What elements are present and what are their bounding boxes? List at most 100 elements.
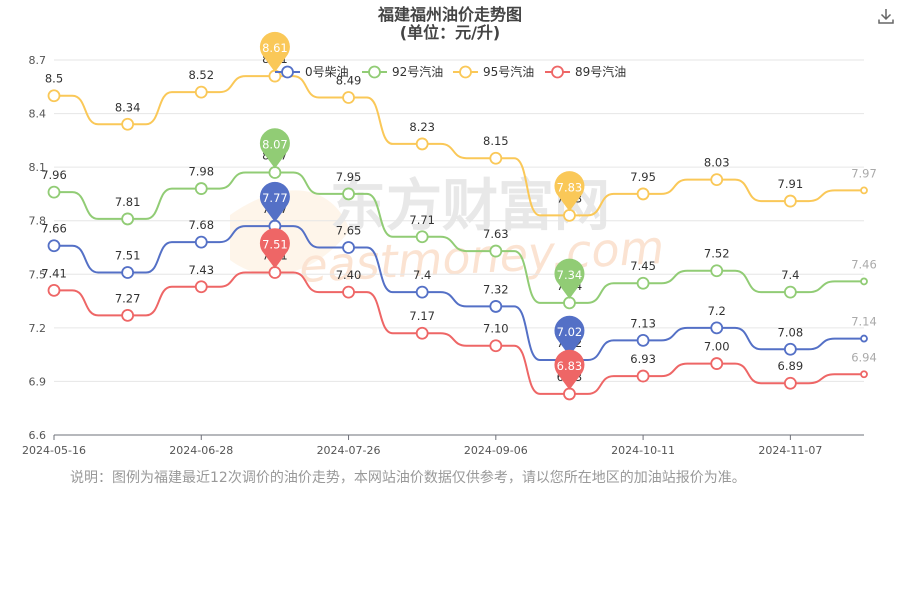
- data-label: 7.52: [704, 247, 730, 261]
- data-label: 7.13: [630, 316, 656, 330]
- pin-shape: [259, 128, 290, 169]
- data-point[interactable]: [636, 276, 650, 290]
- x-tick-label: 2024-10-11: [611, 444, 675, 457]
- data-point[interactable]: [489, 339, 503, 353]
- legend-item-1[interactable]: 92号汽油: [362, 64, 443, 79]
- y-tick-label: 6.6: [29, 429, 47, 442]
- data-label: 7.71: [409, 213, 435, 227]
- data-label: 7.51: [115, 249, 141, 263]
- data-point[interactable]: [342, 241, 355, 254]
- data-point[interactable]: [342, 285, 355, 299]
- pin-label: 8.07: [262, 138, 288, 152]
- data-point[interactable]: [47, 239, 61, 253]
- x-tick-label: 2024-05-16: [22, 444, 86, 457]
- data-point[interactable]: [860, 334, 868, 343]
- data-label: 7.95: [630, 170, 656, 184]
- data-label: 6.93: [630, 352, 656, 366]
- data-point[interactable]: [860, 277, 868, 286]
- pin-shape: [554, 258, 585, 299]
- legend[interactable]: 0号柴油 92号汽油 95号汽油 89号汽油: [275, 64, 626, 79]
- data-point[interactable]: [121, 117, 135, 131]
- series-line-3: [54, 271, 864, 395]
- series-lines: [54, 75, 864, 395]
- data-point[interactable]: [783, 376, 797, 390]
- data-point[interactable]: [489, 300, 503, 313]
- data-label: 7.4: [781, 268, 799, 282]
- x-tick-label: 2024-06-28: [169, 444, 233, 457]
- chart-subtitle: (单位：元/升): [400, 23, 500, 42]
- legend-item-3[interactable]: 89号汽油: [545, 64, 626, 79]
- data-point[interactable]: [47, 89, 61, 103]
- data-point[interactable]: [710, 173, 724, 187]
- data-point[interactable]: [415, 230, 429, 244]
- data-point[interactable]: [783, 342, 797, 356]
- data-point[interactable]: [636, 369, 650, 383]
- data-point[interactable]: [860, 186, 868, 195]
- legend-label: 89号汽油: [575, 64, 626, 79]
- data-point[interactable]: [268, 266, 282, 279]
- extreme-pin: 8.07: [259, 128, 290, 169]
- pin-label: 7.51: [262, 238, 288, 252]
- watermark-logo: [230, 190, 350, 275]
- legend-item-2[interactable]: 95号汽油: [453, 64, 534, 79]
- legend-item-0[interactable]: 0号柴油: [275, 65, 349, 79]
- data-point[interactable]: [121, 212, 135, 226]
- pin-shape: [554, 171, 585, 212]
- data-point[interactable]: [47, 283, 61, 297]
- data-point[interactable]: [710, 321, 724, 335]
- data-label: 7.00: [704, 340, 730, 354]
- legend-label: 0号柴油: [305, 65, 349, 79]
- extreme-pin: 7.51: [259, 228, 290, 269]
- data-point[interactable]: [563, 387, 576, 401]
- x-tick-label: 2024-11-07: [758, 444, 822, 457]
- data-point[interactable]: [342, 187, 355, 201]
- data-point[interactable]: [194, 85, 208, 99]
- data-point[interactable]: [194, 182, 208, 195]
- data-point[interactable]: [47, 185, 61, 199]
- data-point[interactable]: [489, 151, 503, 165]
- data-point[interactable]: [268, 166, 282, 179]
- data-point[interactable]: [121, 266, 135, 279]
- legend-marker: [551, 65, 564, 79]
- data-point[interactable]: [563, 296, 576, 310]
- data-point[interactable]: [563, 208, 576, 222]
- data-point[interactable]: [415, 285, 429, 299]
- y-tick-label: 8.1: [29, 161, 47, 174]
- chart-title: 福建福州油价走势图: [377, 5, 522, 24]
- data-point[interactable]: [783, 285, 797, 299]
- data-point[interactable]: [415, 326, 429, 340]
- data-label: 8.52: [188, 68, 214, 82]
- download-icon[interactable]: [876, 6, 896, 26]
- data-label: 7.4: [413, 268, 431, 282]
- y-tick-label: 7.8: [29, 215, 47, 228]
- data-point[interactable]: [783, 194, 797, 208]
- data-point[interactable]: [194, 280, 208, 294]
- y-tick-label: 8.7: [29, 54, 47, 67]
- data-label: 8.34: [115, 100, 141, 114]
- extreme-markers: 7.77 7.02 8.07 7.34 8.61 7.83 7.51 6.83: [259, 31, 585, 390]
- data-point[interactable]: [194, 235, 208, 249]
- data-label: 7.46: [851, 257, 877, 271]
- chart-note: 说明：图例为福建最近12次调价的油价走势，本网站油价数据仅供参考，请以您所在地区…: [70, 470, 746, 486]
- data-point[interactable]: [710, 357, 724, 370]
- x-tick-label: 2024-09-06: [464, 444, 528, 457]
- y-tick-label: 8.4: [29, 108, 47, 121]
- data-label: 7.91: [778, 177, 804, 191]
- data-point[interactable]: [636, 333, 650, 347]
- data-point[interactable]: [636, 187, 650, 201]
- data-point[interactable]: [415, 137, 429, 151]
- data-label: 7.45: [630, 259, 656, 273]
- legend-marker: [459, 65, 472, 79]
- data-point[interactable]: [342, 91, 355, 104]
- extreme-pin: 8.61: [259, 31, 290, 73]
- data-label: 7.43: [188, 263, 214, 277]
- pin-shape: [259, 228, 290, 269]
- data-label: 7.27: [115, 291, 141, 305]
- data-point[interactable]: [121, 308, 135, 322]
- data-point[interactable]: [860, 370, 868, 379]
- data-point[interactable]: [489, 244, 503, 258]
- data-label: 7.63: [483, 227, 509, 241]
- data-point[interactable]: [710, 264, 724, 278]
